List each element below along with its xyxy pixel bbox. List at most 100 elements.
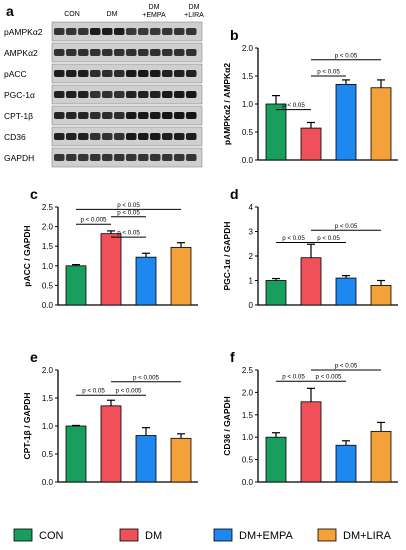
bar-dm-empa [335,277,357,306]
blot-band [126,28,137,35]
y-tick-label: 0.5 [42,281,54,290]
y-tick-label: 1.0 [242,100,254,109]
bar-con [65,265,87,306]
blot-band [138,154,149,161]
blot-band [90,133,101,140]
blot-band [186,70,197,77]
y-tick-label: 1.5 [242,411,254,420]
blot-band [66,112,77,119]
y-tick-label: 2.5 [242,366,254,375]
significance-label: p < 0.05 [82,388,105,395]
y-tick-label: 4 [249,203,254,212]
blot-row-label: CD36 [4,132,26,142]
blot-band [90,91,101,98]
bar-dm-empa [335,84,357,161]
blot-band [102,49,113,56]
significance-label: p < 0.05 [282,102,305,109]
blot-band [186,49,197,56]
legend-label: DM+EMPA [239,530,294,542]
blot-band [174,28,185,35]
blot-band [78,70,89,77]
y-tick-label: 3 [249,228,254,237]
blot-band [126,70,137,77]
blot-band [162,112,173,119]
blot-band [102,133,113,140]
blot-row-label: AMPKα2 [4,48,38,58]
blot-band [174,70,185,77]
bar-dm-lira [170,246,192,306]
y-axis-label: PGC-1α / GAPDH [222,222,232,291]
blot-row-label: PGC-1α [4,90,35,100]
blot-band [162,133,173,140]
panel-a-label: a [6,3,14,19]
blot-band [150,49,161,56]
blot-band [66,133,77,140]
blot-band [150,91,161,98]
legend-swatch [213,528,233,542]
blot-band [90,49,101,56]
bar-dm [300,257,322,306]
legend-label: DM+LIRA [343,530,392,542]
blot-band [54,91,65,98]
y-tick-label: 1.0 [42,262,54,271]
blot-band [102,154,113,161]
blot-band [102,112,113,119]
blot-row-label: CPT-1β [4,111,33,121]
blot-band [114,91,125,98]
blot-band [114,70,125,77]
blot-column-label: DM [149,4,160,11]
legend-label: DM [145,530,162,542]
panel-label: d [230,186,239,202]
blot-band [174,133,185,140]
blot-band [54,112,65,119]
blot-band [78,154,89,161]
y-tick-label: 0.0 [42,478,54,487]
bar-dm-lira [370,430,392,483]
y-tick-label: 1.0 [242,433,254,442]
significance-label: p < 0.005 [133,374,160,381]
legend-swatch [119,528,139,542]
y-tick-label: 1.5 [42,394,54,403]
bar-dm-lira [170,437,192,483]
blot-band [174,154,185,161]
blot-band [150,133,161,140]
y-tick-label: 2.5 [42,203,54,212]
blot-band [54,49,65,56]
blot-band [138,70,149,77]
blot-band [114,28,125,35]
legend-swatch [317,528,337,542]
blot-band [102,70,113,77]
bar-dm [300,401,322,483]
panel-label: b [230,27,239,43]
blot-band [186,28,197,35]
blot-band [186,112,197,119]
significance-label: p < 0.05 [117,209,140,216]
y-tick-label: 0.5 [242,456,254,465]
bar-con [265,280,287,306]
blot-band [90,28,101,35]
y-tick-label: 0.5 [242,128,254,137]
significance-label: p < 0.005 [81,217,108,224]
y-tick-label: 0 [249,301,254,310]
blot-band [162,28,173,35]
y-tick-label: 1.5 [242,72,254,81]
y-axis-label: CPT-1β / GAPDH [22,392,32,459]
y-tick-label: 2 [249,252,254,261]
blot-band [150,28,161,35]
y-axis-label: pACC / GAPDH [22,225,32,286]
blot-row-label: pAMPKα2 [4,27,43,37]
y-axis-label: pAMPKα2 / AMPKα2 [222,63,232,146]
blot-band [90,112,101,119]
blot-band [66,49,77,56]
blot-band [162,91,173,98]
significance-label: p < 0.05 [335,363,358,370]
blot-band [162,154,173,161]
blot-band [114,133,125,140]
significance-label: p < 0.05 [282,235,305,242]
blot-band [138,49,149,56]
blot-band [126,49,137,56]
blot-band [54,133,65,140]
chart-panel-d: d 0 1 2 3 4 PGC-1α / GAPDH p < 0.05 p < 0.05 p < … [222,186,398,310]
